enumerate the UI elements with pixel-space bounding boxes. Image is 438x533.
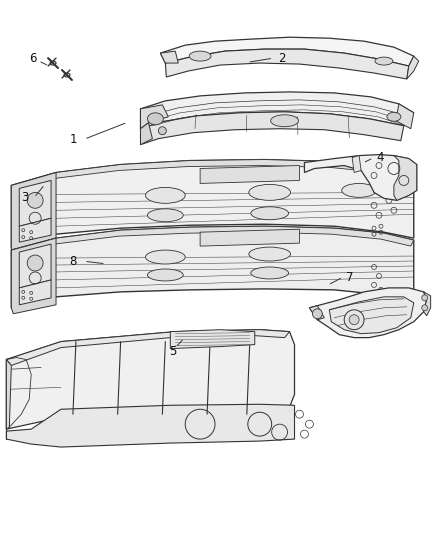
Polygon shape [141, 105, 168, 129]
Polygon shape [19, 280, 51, 305]
Polygon shape [200, 229, 300, 246]
Ellipse shape [148, 209, 183, 222]
Polygon shape [200, 166, 300, 183]
Polygon shape [7, 360, 11, 429]
Polygon shape [309, 306, 324, 320]
Polygon shape [11, 226, 414, 256]
Polygon shape [7, 330, 294, 429]
Ellipse shape [50, 61, 56, 65]
Ellipse shape [145, 250, 185, 264]
Polygon shape [11, 238, 56, 314]
Ellipse shape [148, 113, 163, 125]
Polygon shape [19, 181, 51, 226]
Polygon shape [329, 297, 414, 334]
Ellipse shape [189, 51, 211, 61]
Polygon shape [160, 51, 178, 63]
Polygon shape [309, 288, 427, 337]
Polygon shape [11, 159, 414, 191]
Circle shape [312, 309, 322, 319]
Polygon shape [304, 155, 417, 200]
Circle shape [422, 295, 427, 301]
Text: 1: 1 [70, 133, 77, 146]
Ellipse shape [387, 112, 401, 122]
Polygon shape [165, 49, 409, 79]
Polygon shape [19, 244, 51, 288]
Ellipse shape [148, 269, 183, 281]
Text: 3: 3 [21, 191, 29, 204]
Polygon shape [396, 104, 414, 129]
Polygon shape [170, 330, 255, 349]
Ellipse shape [251, 207, 289, 220]
Text: 2: 2 [279, 52, 286, 64]
Text: 8: 8 [70, 255, 77, 268]
Circle shape [159, 127, 166, 135]
Ellipse shape [64, 73, 70, 77]
Polygon shape [19, 218, 51, 242]
Circle shape [344, 310, 364, 330]
Polygon shape [352, 156, 361, 173]
Text: 4: 4 [376, 151, 384, 164]
Text: 5: 5 [170, 345, 177, 358]
Ellipse shape [342, 183, 377, 197]
Ellipse shape [249, 247, 290, 261]
Polygon shape [7, 330, 290, 366]
Ellipse shape [251, 267, 289, 279]
Polygon shape [7, 404, 294, 447]
Polygon shape [160, 37, 414, 66]
Ellipse shape [249, 184, 290, 200]
Ellipse shape [271, 115, 298, 127]
Polygon shape [141, 112, 404, 144]
Polygon shape [11, 226, 414, 308]
Polygon shape [11, 159, 414, 248]
Polygon shape [141, 123, 152, 144]
Polygon shape [141, 92, 414, 129]
Polygon shape [394, 156, 417, 200]
Polygon shape [11, 173, 56, 254]
Ellipse shape [375, 57, 393, 65]
Text: 7: 7 [346, 271, 353, 284]
Polygon shape [407, 56, 419, 79]
Text: 6: 6 [29, 52, 36, 65]
Circle shape [422, 305, 427, 311]
Circle shape [27, 192, 43, 208]
Circle shape [27, 255, 43, 271]
Ellipse shape [145, 188, 185, 203]
Circle shape [349, 315, 359, 325]
Polygon shape [424, 292, 431, 316]
